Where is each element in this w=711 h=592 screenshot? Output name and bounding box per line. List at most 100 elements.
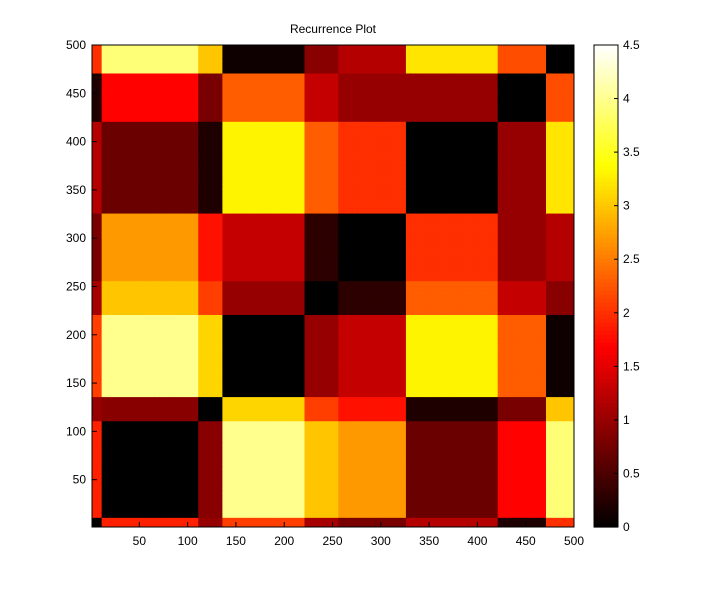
heatmap-cell	[140, 469, 146, 475]
heatmap-cell	[193, 213, 199, 219]
heatmap-cell	[154, 45, 161, 50]
heatmap-cell	[178, 116, 185, 122]
heatmap-cell	[174, 304, 180, 311]
heatmap-cell	[135, 256, 141, 262]
heatmap-cell	[174, 179, 180, 185]
heatmap-cell	[145, 275, 151, 282]
heatmap-cell	[198, 227, 204, 233]
heatmap-cell	[92, 116, 98, 122]
heatmap-cell	[130, 275, 136, 282]
heatmap-cell	[193, 150, 199, 156]
heatmap-cell	[111, 285, 117, 291]
heatmap-cell	[174, 150, 180, 156]
heatmap-cell	[174, 425, 180, 431]
heatmap-cell	[125, 483, 132, 489]
heatmap-cell	[154, 357, 161, 364]
heatmap-cell	[92, 401, 98, 407]
heatmap-cell	[174, 406, 180, 412]
heatmap-cell	[154, 420, 161, 427]
heatmap-cell	[125, 174, 132, 180]
heatmap-cell	[188, 164, 194, 171]
heatmap-cell	[106, 300, 112, 306]
heatmap-cell	[106, 430, 112, 436]
heatmap-cell	[159, 464, 165, 470]
heatmap-cell	[130, 435, 136, 441]
heatmap-cell	[130, 459, 136, 465]
heatmap-cell	[120, 48, 127, 55]
heatmap-cell	[140, 314, 146, 320]
heatmap-cell	[203, 522, 209, 528]
heatmap-cell	[96, 449, 103, 456]
heatmap-cell	[183, 507, 190, 514]
heatmap-cell	[183, 324, 190, 330]
heatmap-cell	[125, 87, 132, 93]
heatmap-cell	[130, 188, 136, 195]
heatmap-cell	[135, 261, 141, 267]
heatmap-cell	[188, 502, 194, 509]
heatmap-cell	[92, 227, 98, 233]
heatmap-cell	[125, 68, 132, 74]
heatmap-cell	[193, 362, 199, 369]
heatmap-cell	[92, 367, 98, 373]
heatmap-cell	[130, 285, 136, 291]
heatmap-cell	[188, 464, 194, 470]
heatmap-cell	[92, 295, 98, 301]
heatmap-cell	[174, 415, 180, 422]
heatmap-cell	[164, 251, 170, 258]
heatmap-cell	[140, 58, 146, 64]
heatmap-cell	[101, 121, 107, 127]
heatmap-cell	[154, 295, 161, 301]
heatmap-cell	[111, 48, 117, 55]
heatmap-cell	[135, 478, 141, 485]
heatmap-cell	[149, 483, 156, 489]
heatmap-cell	[145, 246, 151, 253]
heatmap-cell	[135, 116, 141, 122]
heatmap-cell	[135, 266, 141, 272]
heatmap-cell	[149, 522, 156, 528]
heatmap-cell	[145, 507, 151, 514]
heatmap-cell	[169, 285, 175, 291]
heatmap-cell	[106, 411, 112, 417]
heatmap-cell	[116, 246, 122, 253]
heatmap-cell	[116, 488, 122, 494]
heatmap-cell	[120, 145, 127, 151]
heatmap-cell	[106, 77, 112, 84]
heatmap-cell	[154, 251, 161, 258]
heatmap-cell	[198, 290, 204, 296]
heatmap-cell	[149, 343, 156, 349]
heatmap-cell	[169, 58, 175, 64]
heatmap-cell	[106, 261, 112, 267]
heatmap-cell	[125, 82, 132, 88]
heatmap-cell	[174, 488, 180, 494]
heatmap-cell	[140, 498, 146, 504]
heatmap-cell	[178, 164, 185, 171]
heatmap-cell	[101, 314, 107, 320]
heatmap-cell	[198, 203, 204, 209]
heatmap-cell	[130, 300, 136, 306]
heatmap-cell	[125, 237, 132, 243]
heatmap-cell	[106, 188, 112, 195]
heatmap-cell	[101, 473, 107, 480]
heatmap-cell	[135, 377, 141, 383]
heatmap-cell	[106, 92, 112, 98]
heatmap-cell	[188, 53, 194, 60]
heatmap-cell	[183, 111, 190, 117]
heatmap-cell	[178, 372, 185, 378]
heatmap-cell	[120, 309, 127, 315]
heatmap-cell	[120, 227, 127, 233]
heatmap-cell	[120, 469, 127, 475]
heatmap-cell	[145, 430, 151, 436]
heatmap-cell	[174, 217, 180, 224]
heatmap-cell	[101, 498, 107, 504]
heatmap-cell	[101, 135, 107, 142]
heatmap-cell	[120, 507, 127, 514]
heatmap-cell	[96, 377, 103, 383]
heatmap-cell	[145, 111, 151, 117]
heatmap-cell	[130, 478, 136, 485]
heatmap-cell	[174, 512, 180, 518]
heatmap-cell	[188, 217, 194, 224]
heatmap-cell	[159, 159, 165, 166]
heatmap-cell	[178, 435, 185, 441]
heatmap-cell	[203, 261, 209, 267]
